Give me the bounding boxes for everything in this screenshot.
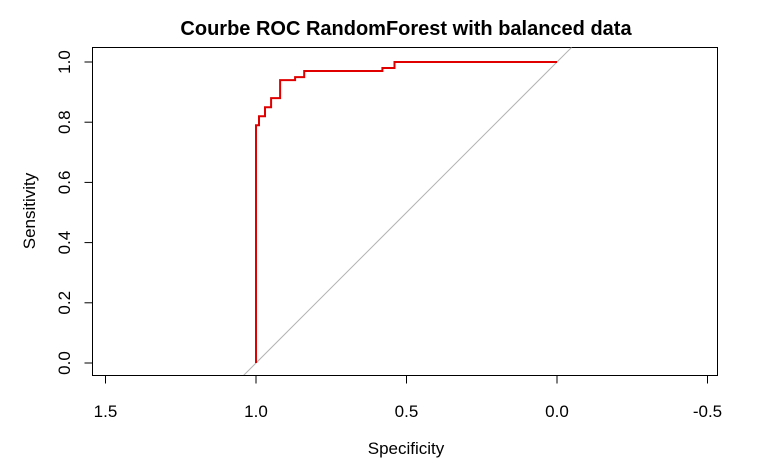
y-tick-label: 0.0 xyxy=(55,351,74,375)
x-axis: 1.5 1.0 0.5 0.0 -0.5 xyxy=(94,375,722,421)
y-tick-label: 0.8 xyxy=(55,110,74,134)
x-tick-label: 1.5 xyxy=(94,402,118,421)
reference-diagonal-line xyxy=(243,47,572,376)
x-tick-label: 0.5 xyxy=(395,402,419,421)
x-tick-label: -0.5 xyxy=(693,402,722,421)
x-axis-label: Specificity xyxy=(368,439,445,458)
y-axis-label: Sensitivity xyxy=(20,172,39,249)
y-tick-label: 0.4 xyxy=(55,231,74,255)
x-tick-label: 1.0 xyxy=(244,402,268,421)
roc-curve-series xyxy=(255,61,557,363)
x-tick-label: 0.0 xyxy=(545,402,569,421)
y-tick-label: 0.6 xyxy=(55,171,74,195)
plot-area-frame xyxy=(92,47,718,376)
y-tick-label: 1.0 xyxy=(55,50,74,74)
chart-title: Courbe ROC RandomForest with balanced da… xyxy=(180,18,632,40)
y-axis: 0.0 0.2 0.4 0.6 0.8 1.0 xyxy=(55,50,93,375)
y-tick-label: 0.2 xyxy=(55,291,74,315)
